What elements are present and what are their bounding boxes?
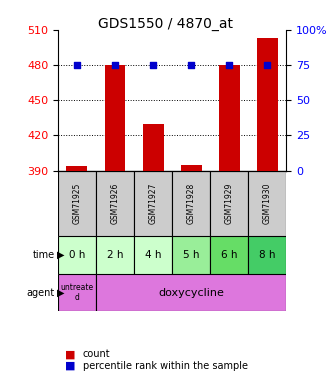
Text: untreate
d: untreate d	[60, 283, 94, 302]
Bar	[219, 65, 240, 171]
Text: GDS1550 / 4870_at: GDS1550 / 4870_at	[98, 17, 233, 31]
Text: GSM71928: GSM71928	[187, 183, 196, 224]
Bar	[172, 171, 210, 236]
Bar	[248, 171, 286, 236]
Bar	[58, 274, 96, 311]
Bar	[210, 236, 248, 274]
Text: GSM71929: GSM71929	[225, 183, 234, 224]
Point	[74, 62, 79, 68]
Text: 0 h: 0 h	[69, 250, 85, 260]
Text: ■: ■	[65, 361, 75, 370]
Point	[188, 62, 194, 68]
Text: 8 h: 8 h	[259, 250, 275, 260]
Bar	[210, 171, 248, 236]
Bar	[181, 165, 202, 171]
Text: 5 h: 5 h	[183, 250, 199, 260]
Text: GSM71925: GSM71925	[72, 183, 81, 224]
Text: ▶: ▶	[57, 250, 65, 260]
Text: GSM71927: GSM71927	[149, 183, 158, 224]
Point	[112, 62, 118, 68]
Text: 6 h: 6 h	[221, 250, 237, 260]
Text: doxycycline: doxycycline	[158, 288, 224, 297]
Bar	[67, 166, 87, 171]
Bar	[172, 236, 210, 274]
Bar	[96, 274, 286, 311]
Text: time: time	[32, 250, 55, 260]
Text: 4 h: 4 h	[145, 250, 161, 260]
Text: ▶: ▶	[57, 288, 65, 297]
Bar	[257, 38, 278, 171]
Bar	[96, 171, 134, 236]
Bar	[96, 236, 134, 274]
Bar	[58, 171, 96, 236]
Bar	[143, 124, 164, 171]
Bar	[134, 236, 172, 274]
Bar	[105, 65, 125, 171]
Text: ■: ■	[65, 350, 75, 359]
Point	[264, 62, 270, 68]
Bar	[134, 171, 172, 236]
Text: percentile rank within the sample: percentile rank within the sample	[83, 361, 248, 370]
Text: agent: agent	[26, 288, 55, 297]
Bar	[58, 236, 96, 274]
Point	[226, 62, 232, 68]
Text: 2 h: 2 h	[107, 250, 123, 260]
Text: count: count	[83, 350, 110, 359]
Text: GSM71930: GSM71930	[263, 183, 272, 224]
Text: GSM71926: GSM71926	[111, 183, 119, 224]
Bar	[248, 236, 286, 274]
Point	[150, 62, 156, 68]
